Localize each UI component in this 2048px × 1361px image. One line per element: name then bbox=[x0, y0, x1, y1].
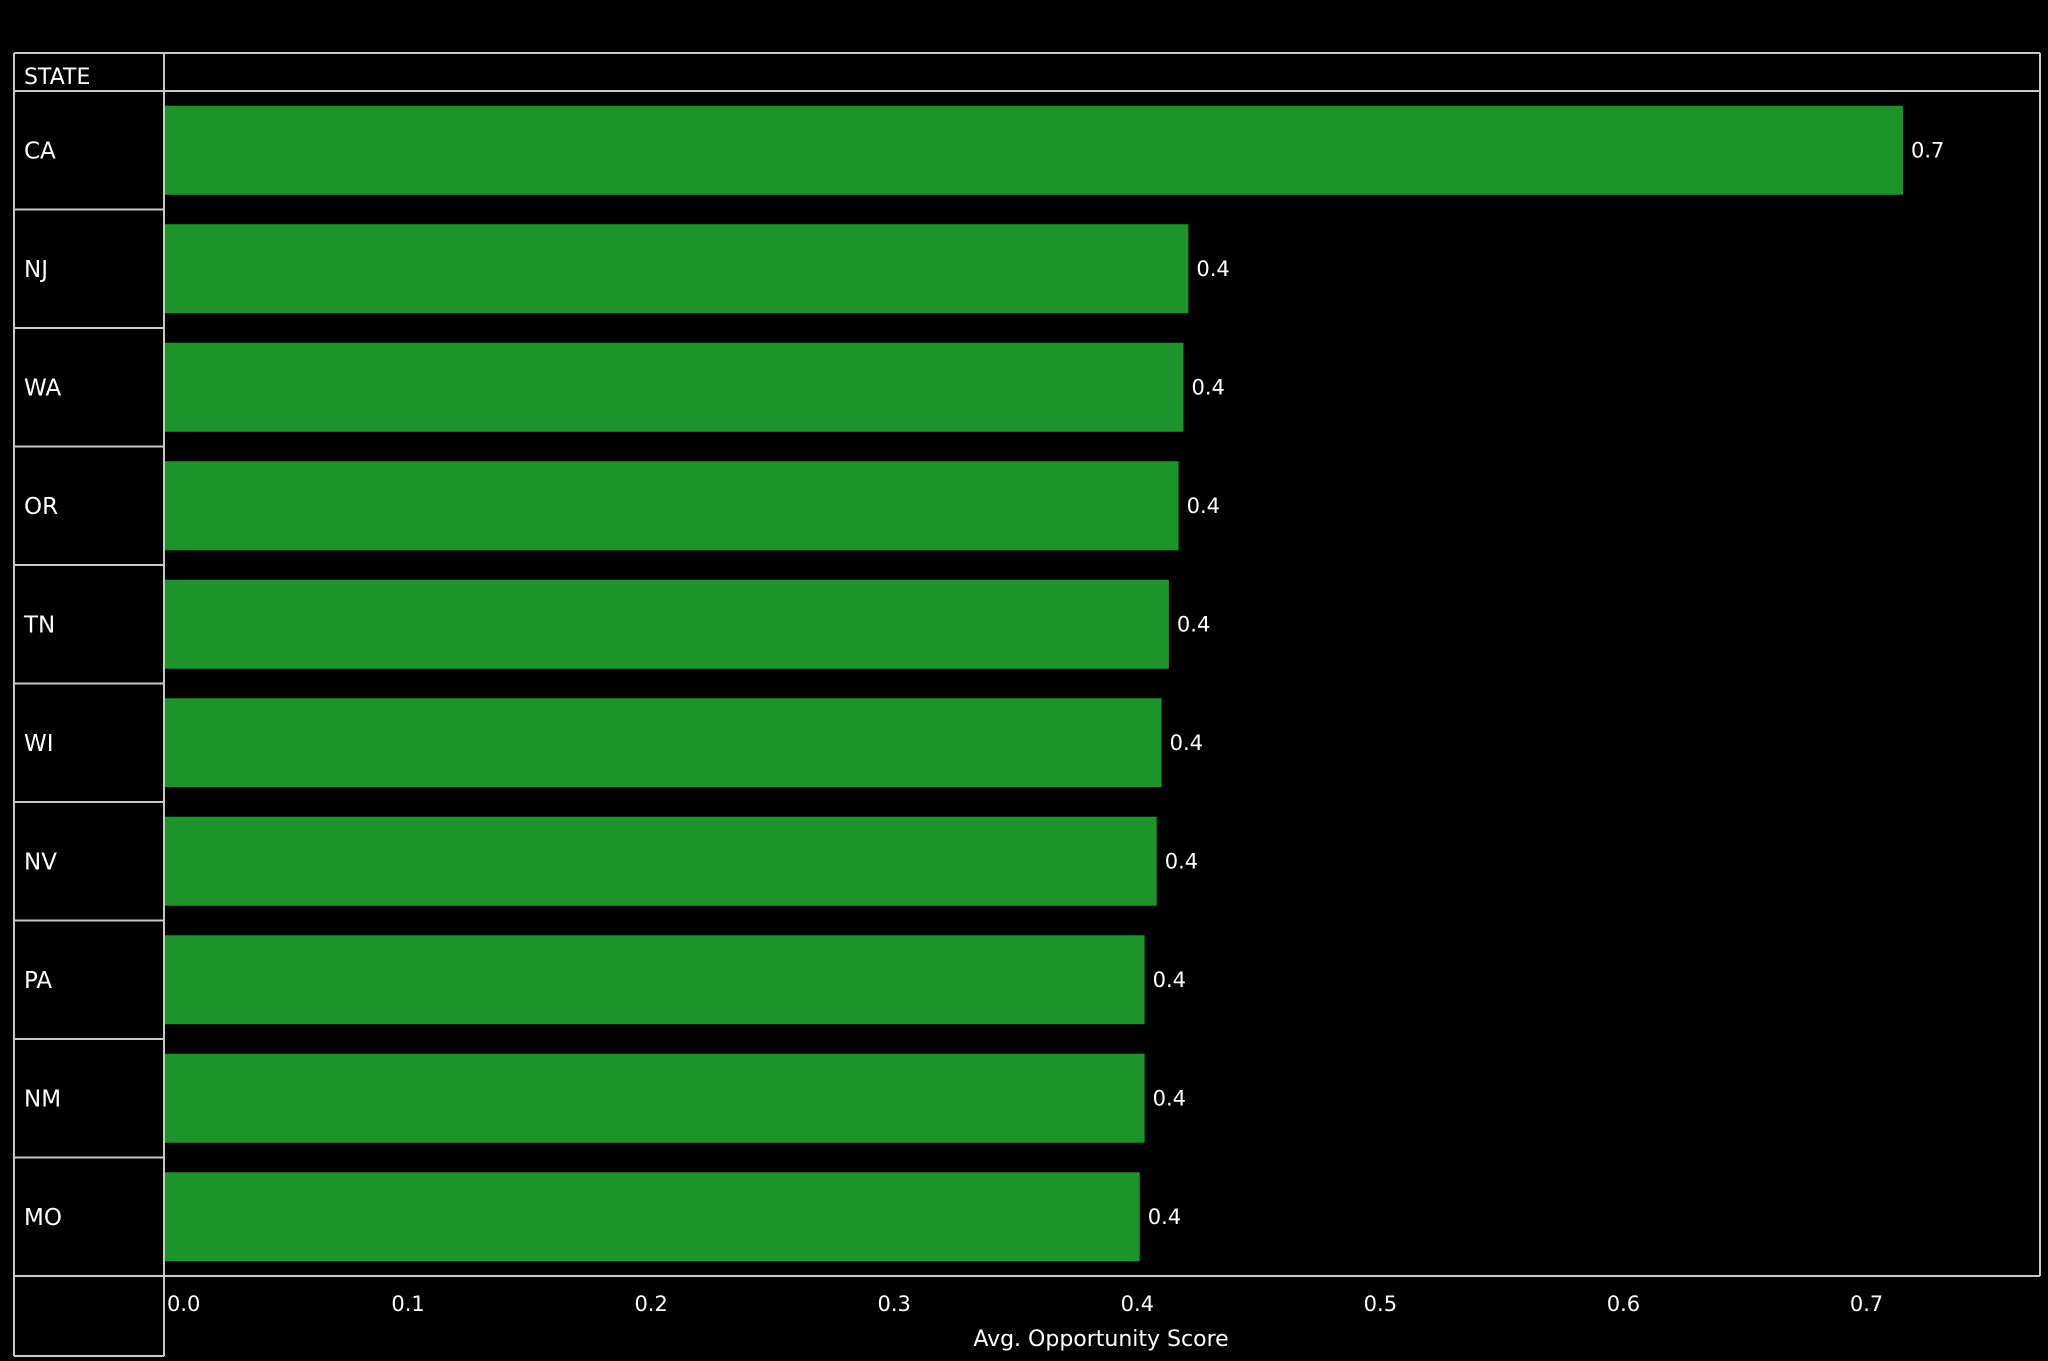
x-tick-label: 0.1 bbox=[391, 1292, 424, 1316]
value-label: 0.4 bbox=[1170, 731, 1203, 755]
bar[interactable] bbox=[165, 1172, 1140, 1262]
value-label: 0.4 bbox=[1165, 849, 1198, 873]
value-label: 0.7 bbox=[1911, 138, 1944, 162]
bar-rows: CA 0.7 NJ 0.4 WA 0.4 OR 0.4 TN 0.4 WI 0.4 NV 0.4 PA 0.4… bbox=[14, 105, 1944, 1262]
value-label: 0.4 bbox=[1191, 375, 1224, 399]
bar[interactable] bbox=[165, 579, 1169, 669]
category-label: WA bbox=[24, 375, 61, 401]
x-tick-label: 0.3 bbox=[878, 1292, 911, 1316]
bar[interactable] bbox=[165, 224, 1189, 314]
x-tick-label: 0.7 bbox=[1850, 1292, 1883, 1316]
chart-frame bbox=[13, 52, 2041, 1357]
bar[interactable] bbox=[165, 342, 1184, 432]
bar[interactable] bbox=[165, 461, 1179, 551]
bar[interactable] bbox=[165, 105, 1903, 195]
x-tick-label: 0.5 bbox=[1364, 1292, 1397, 1316]
x-axis-title: Avg. Opportunity Score bbox=[973, 1327, 1228, 1352]
bar[interactable] bbox=[165, 935, 1145, 1025]
value-label: 0.4 bbox=[1148, 1205, 1181, 1229]
x-tick-label: 0.0 bbox=[167, 1292, 200, 1316]
bar[interactable] bbox=[165, 698, 1162, 788]
category-label: PA bbox=[24, 968, 52, 994]
category-label: OR bbox=[24, 494, 58, 520]
bar[interactable] bbox=[165, 816, 1157, 906]
value-label: 0.4 bbox=[1187, 494, 1220, 518]
category-label: TN bbox=[23, 612, 55, 638]
x-tick-label: 0.2 bbox=[634, 1292, 667, 1316]
value-label: 0.4 bbox=[1153, 1086, 1186, 1110]
x-tick-label: 0.4 bbox=[1121, 1292, 1154, 1316]
category-label: WI bbox=[24, 731, 54, 757]
category-label: NV bbox=[24, 849, 57, 875]
value-label: 0.4 bbox=[1196, 257, 1229, 281]
bar[interactable] bbox=[165, 1053, 1145, 1143]
x-axis-ticks: 0.0 0.1 0.2 0.3 0.4 0.5 0.6 0.7 bbox=[167, 1292, 1883, 1316]
value-label: 0.4 bbox=[1153, 968, 1186, 992]
category-label: CA bbox=[24, 138, 56, 164]
category-label: NJ bbox=[24, 257, 48, 283]
value-label: 0.4 bbox=[1177, 612, 1210, 636]
category-label: MO bbox=[24, 1205, 62, 1231]
x-tick-label: 0.6 bbox=[1607, 1292, 1640, 1316]
category-label: NM bbox=[24, 1086, 61, 1112]
row-header-label: STATE bbox=[24, 65, 90, 90]
